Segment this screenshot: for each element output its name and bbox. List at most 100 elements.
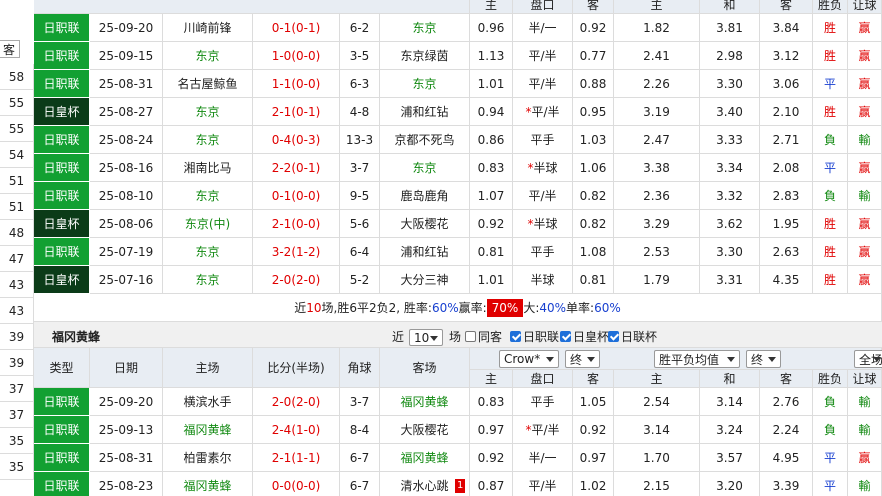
data-cell: 赢 bbox=[848, 98, 882, 126]
dropdown[interactable]: 全场 bbox=[854, 350, 882, 368]
red-badge: 1 bbox=[455, 479, 466, 493]
left-number: 55 bbox=[0, 116, 34, 142]
left-number: 47 bbox=[0, 246, 34, 272]
header-cell: 主 bbox=[614, 0, 700, 14]
summary-text: 赢率: bbox=[458, 301, 487, 315]
data-cell: 0.97 bbox=[573, 444, 614, 472]
left-input[interactable]: 客 bbox=[0, 40, 20, 58]
data-cell: 1.79 bbox=[614, 266, 700, 294]
data-cell: 2.47 bbox=[614, 126, 700, 154]
data-cell: 大阪樱花 bbox=[380, 416, 470, 444]
data-cell: 0-1(0-1) bbox=[253, 14, 340, 42]
data-cell: 0.97 bbox=[470, 416, 513, 444]
data-cell: 赢 bbox=[848, 210, 882, 238]
checkbox[interactable] bbox=[608, 331, 619, 342]
header-cell: 胜负 bbox=[813, 0, 848, 14]
data-cell: 0.92 bbox=[573, 416, 614, 444]
data-cell: 3.81 bbox=[700, 14, 760, 42]
dropdown[interactable]: 终 bbox=[746, 350, 781, 368]
checkbox[interactable] bbox=[510, 331, 521, 342]
data-cell: 2.76 bbox=[760, 388, 813, 416]
data-cell: 0.83 bbox=[470, 388, 513, 416]
data-cell: 2.08 bbox=[760, 154, 813, 182]
data-cell: 0.95 bbox=[573, 98, 614, 126]
data-cell: 1.82 bbox=[614, 14, 700, 42]
data-cell: 0.82 bbox=[573, 210, 614, 238]
data-cell: 平 bbox=[813, 472, 848, 496]
dropdown[interactable]: 终 bbox=[565, 350, 600, 368]
left-number: 37 bbox=[0, 402, 34, 428]
data-cell: 2-1(0-0) bbox=[253, 210, 340, 238]
games-label: 场 bbox=[449, 330, 462, 344]
checkbox[interactable] bbox=[560, 331, 571, 342]
data-cell: 3.57 bbox=[700, 444, 760, 472]
type-cell: 日职联 bbox=[34, 182, 90, 210]
left-number: 35 bbox=[0, 428, 34, 454]
data-cell: 3.24 bbox=[700, 416, 760, 444]
data-cell: 平 bbox=[813, 70, 848, 98]
data-cell: 1.05 bbox=[573, 388, 614, 416]
type-cell: 日职联 bbox=[34, 238, 90, 266]
data-cell: 1.70 bbox=[614, 444, 700, 472]
data-cell: 东京 bbox=[380, 154, 470, 182]
data-cell: 半/一 bbox=[513, 444, 573, 472]
type-cell: 日职联 bbox=[34, 472, 90, 496]
data-cell: 3.30 bbox=[700, 70, 760, 98]
data-cell: 3-5 bbox=[340, 42, 380, 70]
header-cell: 主场 bbox=[163, 348, 253, 388]
data-cell: 1.95 bbox=[760, 210, 813, 238]
dropdown[interactable]: 胜平负均值 bbox=[654, 350, 740, 368]
left-number: 37 bbox=[0, 376, 34, 402]
data-cell: 川崎前锋 bbox=[163, 14, 253, 42]
data-cell: 3.40 bbox=[700, 98, 760, 126]
data-cell: 1.13 bbox=[470, 42, 513, 70]
data-cell: 大分三神 bbox=[380, 266, 470, 294]
data-cell: 半球 bbox=[513, 266, 573, 294]
data-cell: 浦和红钻 bbox=[380, 98, 470, 126]
left-number: 43 bbox=[0, 272, 34, 298]
left-number: 54 bbox=[0, 142, 34, 168]
data-cell: 8-4 bbox=[340, 416, 380, 444]
data-cell: 0-0(0-0) bbox=[253, 472, 340, 496]
data-cell: 13-3 bbox=[340, 126, 380, 154]
left-number: 43 bbox=[0, 298, 34, 324]
data-cell: 2-1(0-1) bbox=[253, 98, 340, 126]
data-cell: 3.32 bbox=[700, 182, 760, 210]
data-cell: 赢 bbox=[848, 14, 882, 42]
data-cell: 輸 bbox=[848, 416, 882, 444]
data-cell: 3.14 bbox=[614, 416, 700, 444]
dropdown[interactable]: Crow* bbox=[499, 350, 559, 368]
type-cell: 日职联 bbox=[34, 416, 90, 444]
count-select[interactable]: 10 bbox=[409, 329, 443, 346]
data-cell: 輸 bbox=[848, 472, 882, 496]
data-cell: 3.29 bbox=[614, 210, 700, 238]
left-number: 55 bbox=[0, 90, 34, 116]
data-cell: 負 bbox=[813, 416, 848, 444]
data-cell: 平/半 bbox=[513, 70, 573, 98]
data-cell: 0.96 bbox=[470, 14, 513, 42]
type-cell: 日职联 bbox=[34, 444, 90, 472]
data-cell: 1-0(0-0) bbox=[253, 42, 340, 70]
data-cell: 福冈黄蜂 bbox=[163, 416, 253, 444]
data-cell: 0-4(0-3) bbox=[253, 126, 340, 154]
data-cell: 輸 bbox=[848, 126, 882, 154]
data-cell: 京都不死鸟 bbox=[380, 126, 470, 154]
data-cell: 25-08-31 bbox=[90, 444, 163, 472]
data-cell: 赢 bbox=[848, 154, 882, 182]
header-cell: 胜负 bbox=[813, 370, 848, 388]
summary-rate: 60% bbox=[594, 300, 621, 315]
data-cell: 1-1(0-0) bbox=[253, 70, 340, 98]
checkbox[interactable] bbox=[465, 331, 476, 342]
data-cell: 1.01 bbox=[470, 70, 513, 98]
data-cell: 3.39 bbox=[760, 472, 813, 496]
header-cell: 客 bbox=[573, 370, 614, 388]
header-cell: 主 bbox=[470, 370, 513, 388]
data-cell: 东京 bbox=[163, 238, 253, 266]
data-cell: 3.38 bbox=[614, 154, 700, 182]
data-cell: 25-09-20 bbox=[90, 14, 163, 42]
data-cell: 清水心跳 bbox=[380, 472, 470, 496]
data-cell: 东京 bbox=[163, 266, 253, 294]
data-cell: 3-7 bbox=[340, 154, 380, 182]
data-cell: 0.77 bbox=[573, 42, 614, 70]
data-cell: 2.26 bbox=[614, 70, 700, 98]
